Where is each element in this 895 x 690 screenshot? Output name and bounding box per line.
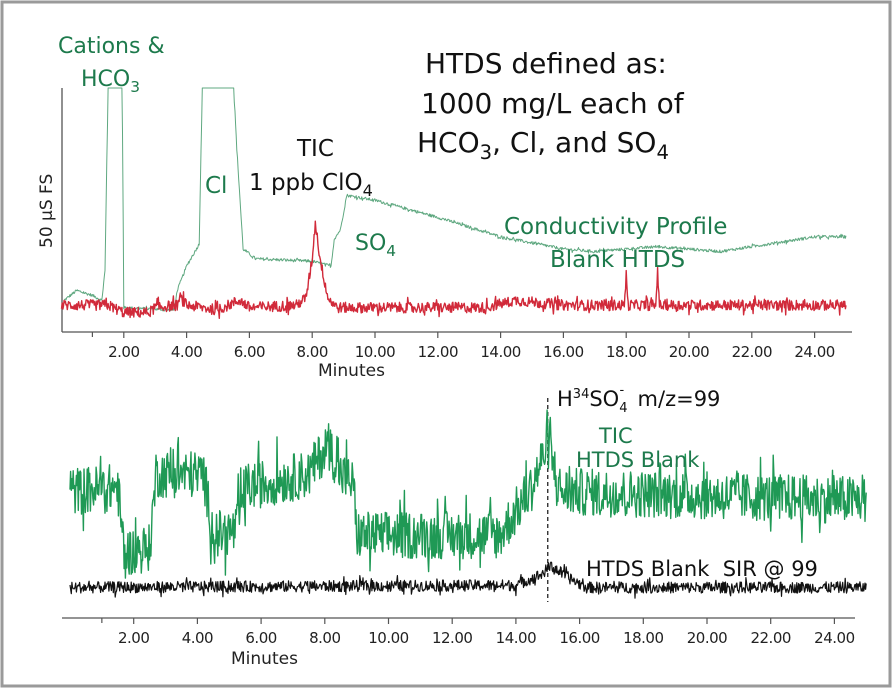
label-cations: Cations & xyxy=(58,34,165,59)
htds-definition-line2: 1000 mg/L each of xyxy=(421,87,685,120)
top-x-tick-label: 14.00 xyxy=(480,343,520,361)
label-sir-99: HTDS Blank SIR @ 99 xyxy=(586,557,818,581)
top-y-axis-label: 50 µS FS xyxy=(37,174,57,248)
series-tic-blank xyxy=(69,409,867,579)
bottom-x-tick-label: 8.00 xyxy=(309,629,340,647)
bottom-x-axis-label: Minutes xyxy=(231,649,298,669)
top-x-tick-label: 10.00 xyxy=(355,343,395,361)
label-hco3: HCO3 xyxy=(81,67,140,96)
label-clo4: 1 ppb ClO4 xyxy=(249,170,373,200)
label-cl: Cl xyxy=(205,173,227,199)
bottom-x-tick-label: 18.00 xyxy=(623,629,663,647)
bottom-x-tick-label: 16.00 xyxy=(559,629,599,647)
label-so4: SO4 xyxy=(355,231,396,260)
label-ion-mz: H34SO4- m/z=99 xyxy=(557,383,720,416)
bottom-x-tick-label: 2.00 xyxy=(118,629,149,647)
bottom-x-tick-label: 4.00 xyxy=(182,629,213,647)
htds-definition-line1: HTDS defined as: xyxy=(425,47,667,80)
top-x-tick-label: 24.00 xyxy=(794,343,834,361)
label-tic-blank: TIC xyxy=(598,424,633,448)
bottom-x-tick-label: 6.00 xyxy=(245,629,276,647)
htds-definition-line3: HCO3, Cl, and SO4 xyxy=(417,126,669,164)
bottom-panel: 2.00 4.00 6.00 8.00 10.00 12.00 14.00 16.00 18.0… xyxy=(62,383,867,669)
label-htds-blank: HTDS Blank xyxy=(576,448,700,472)
bottom-x-tick-label: 10.00 xyxy=(368,629,408,647)
bottom-x-tick-label: 12.00 xyxy=(432,629,472,647)
top-x-tick-label: 2.00 xyxy=(108,343,139,361)
label-tic: TIC xyxy=(296,136,334,162)
series-tic-clo4 xyxy=(60,220,847,319)
bottom-x-tick-label: 22.00 xyxy=(750,629,790,647)
top-x-tick-label: 20.00 xyxy=(669,343,709,361)
bottom-x-tick-label: 14.00 xyxy=(496,629,536,647)
label-blank-htds: Blank HTDS xyxy=(550,247,685,273)
top-x-tick-label: 8.00 xyxy=(296,343,327,361)
series-conductivity xyxy=(63,87,847,312)
top-x-tick-label: 16.00 xyxy=(543,343,583,361)
top-x-tick-label: 6.00 xyxy=(234,343,265,361)
series-sir-99 xyxy=(69,561,867,599)
top-x-axis-label: Minutes xyxy=(318,361,385,381)
bottom-x-tick-label: 20.00 xyxy=(687,629,727,647)
top-x-tick-label: 18.00 xyxy=(606,343,646,361)
top-x-tick-label: 22.00 xyxy=(732,343,772,361)
top-x-tick-label: 4.00 xyxy=(171,343,202,361)
top-panel: 2.00 4.00 6.00 8.00 10.00 12.00 14.00 16.00 18.0… xyxy=(37,34,852,381)
top-x-tick-label: 12.00 xyxy=(418,343,458,361)
bottom-x-tick-label: 24.00 xyxy=(814,629,854,647)
label-conductivity-profile: Conductivity Profile xyxy=(504,214,727,240)
